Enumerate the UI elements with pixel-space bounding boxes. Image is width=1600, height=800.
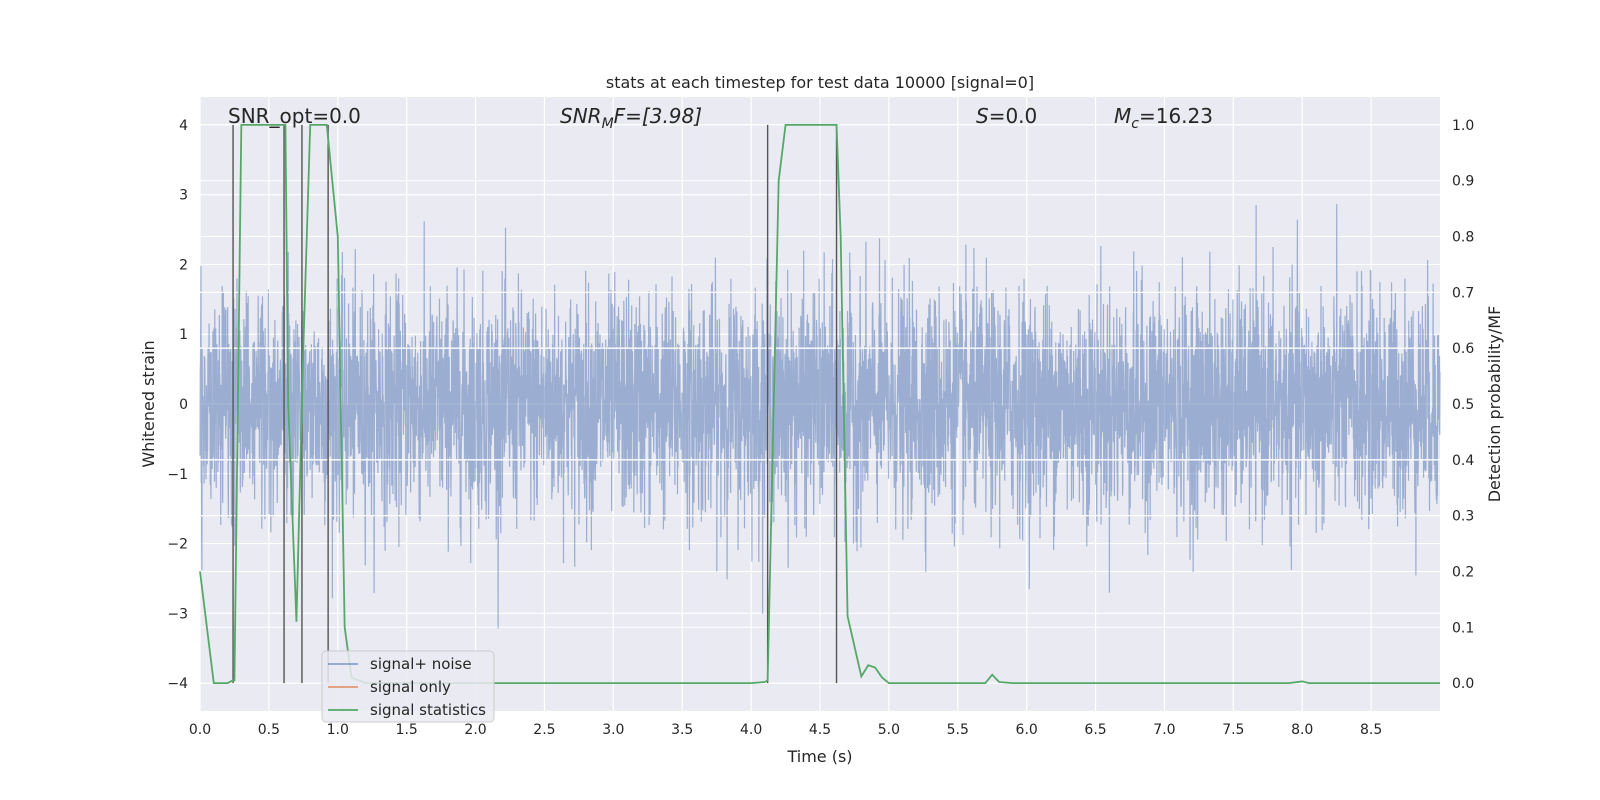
strain-series-group bbox=[199, 203, 1441, 629]
x-tick-label: 2.5 bbox=[533, 722, 555, 738]
x-axis-label: Time (s) bbox=[786, 747, 852, 766]
annotation-mc-value: =16.23 bbox=[1139, 104, 1213, 128]
x-tick-label: 7.0 bbox=[1153, 722, 1175, 738]
y-tick-label: −3 bbox=[167, 606, 188, 622]
y-tick-label: 1 bbox=[179, 327, 188, 343]
legend-label-signal-statistics: signal statistics bbox=[370, 701, 486, 719]
y-axis-label: Whitened strain bbox=[139, 340, 158, 467]
y-right-tick-label: 0.2 bbox=[1452, 564, 1474, 580]
x-tick-label: 3.5 bbox=[671, 722, 693, 738]
y-right-tick-label: 0.9 bbox=[1452, 174, 1474, 190]
x-tick-label: 4.5 bbox=[809, 722, 831, 738]
y-tick-label: −4 bbox=[167, 676, 188, 692]
reference-lines bbox=[200, 291, 1440, 517]
y-tick-label: −2 bbox=[167, 537, 188, 553]
chart-title: stats at each timestep for test data 100… bbox=[606, 73, 1034, 92]
y-right-tick-label: 0.4 bbox=[1452, 453, 1474, 469]
y-tick-label: 3 bbox=[179, 188, 188, 204]
annotation-mc: Mc=16.23 bbox=[1114, 104, 1213, 132]
statistics-series-group bbox=[199, 124, 1440, 684]
annotation-s: S=0.0 bbox=[976, 104, 1037, 128]
annotation-snr-opt: SNR_opt=0.0 bbox=[228, 104, 361, 128]
y-right-tick-label: 0.7 bbox=[1452, 285, 1474, 301]
y-right-tick-labels: 1.0 0.9 0.8 0.7 0.6 0.5 0.4 0.3 0.2 0.1 0.0 bbox=[1452, 118, 1474, 692]
annotation-mc-sub: c bbox=[1131, 116, 1139, 132]
legend-label-signal-only: signal only bbox=[370, 678, 451, 696]
x-tick-labels: 0.0 0.5 1.0 1.5 2.0 2.5 3.0 3.5 4.0 4.5 5.0 5.5 6.0 6… bbox=[189, 722, 1382, 738]
x-tick-label: 2.0 bbox=[464, 722, 486, 738]
annotation-snr-mf: SNRMF=[3.98] bbox=[560, 104, 702, 132]
statistics-line bbox=[199, 124, 1440, 684]
x-tick-label: 1.0 bbox=[327, 722, 349, 738]
strain-line bbox=[199, 203, 1441, 629]
x-tick-label: 0.5 bbox=[258, 722, 280, 738]
x-tick-label: 5.0 bbox=[878, 722, 900, 738]
legend-box bbox=[321, 650, 495, 723]
y-tick-label: 4 bbox=[179, 118, 188, 134]
y-right-tick-label: 0.8 bbox=[1452, 230, 1474, 246]
x-tick-label: 8.0 bbox=[1291, 722, 1313, 738]
x-tick-label: 1.5 bbox=[396, 722, 418, 738]
vertical-markers bbox=[232, 124, 838, 684]
annotation-s-value: =0.0 bbox=[989, 104, 1038, 128]
y-right-tick-label: 0.3 bbox=[1452, 509, 1474, 525]
x-tick-label: 0.0 bbox=[189, 722, 211, 738]
y-axis-right-label: Detection probability/MF bbox=[1485, 306, 1504, 503]
y-tick-label: 2 bbox=[179, 257, 188, 273]
annotation-snr-mf-suffix: F=[3.98] bbox=[614, 104, 702, 128]
x-tick-label: 8.5 bbox=[1360, 722, 1382, 738]
y-right-tick-label: 0.0 bbox=[1452, 676, 1474, 692]
y-right-tick-label: 0.1 bbox=[1452, 620, 1474, 636]
annotation-mc-symbol: M bbox=[1114, 104, 1131, 128]
legend-label-signal-noise: signal+ noise bbox=[370, 655, 472, 673]
x-tick-label: 4.0 bbox=[740, 722, 762, 738]
y-right-tick-label: 1.0 bbox=[1452, 118, 1474, 134]
annotation-snr-mf-sub: M bbox=[602, 116, 614, 132]
y-tick-label: 0 bbox=[179, 397, 188, 413]
y-tick-label: −1 bbox=[167, 467, 188, 483]
x-tick-label: 7.5 bbox=[1222, 722, 1244, 738]
y-right-tick-label: 0.6 bbox=[1452, 341, 1474, 357]
annotation-snr-mf-prefix: SNR bbox=[560, 104, 602, 128]
x-tick-label: 5.5 bbox=[947, 722, 969, 738]
annotation-s-symbol: S bbox=[976, 104, 989, 128]
x-tick-label: 6.5 bbox=[1084, 722, 1106, 738]
y-tick-labels: 4 3 2 1 0 −1 −2 −3 −4 bbox=[167, 118, 188, 692]
x-tick-label: 6.0 bbox=[1016, 722, 1038, 738]
x-tick-label: 3.0 bbox=[602, 722, 624, 738]
y-right-tick-label: 0.5 bbox=[1452, 397, 1474, 413]
legend: signal+ noise signal only signal statist… bbox=[321, 650, 495, 723]
